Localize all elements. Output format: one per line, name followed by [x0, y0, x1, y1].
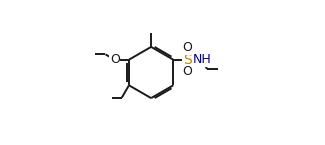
Text: S: S — [183, 53, 192, 67]
Text: O: O — [183, 65, 192, 78]
Text: O: O — [183, 41, 192, 54]
Text: NH: NH — [192, 53, 211, 66]
Text: O: O — [110, 53, 120, 66]
